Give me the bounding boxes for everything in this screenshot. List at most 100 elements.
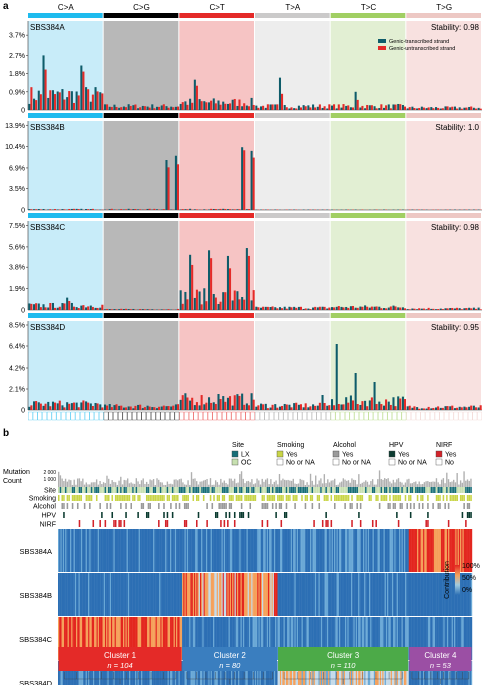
- track-cell: [74, 487, 76, 493]
- track-cell: [108, 495, 110, 501]
- bar-transcribed: [161, 105, 163, 110]
- heatmap-cell: [212, 529, 213, 572]
- mutation-count-bar: [124, 480, 125, 487]
- track-cell: [182, 495, 184, 501]
- bar-untranscribed: [220, 399, 222, 410]
- mutation-count-bar: [281, 480, 282, 487]
- bar-untranscribed: [186, 299, 188, 310]
- track-cell: [282, 487, 284, 493]
- bar-untranscribed: [92, 406, 94, 410]
- track-cell: [389, 495, 391, 501]
- track-cell: [396, 495, 398, 501]
- bar-transcribed: [345, 307, 347, 310]
- heatmap-cell: [124, 529, 125, 572]
- mutation-count-bar: [267, 478, 268, 487]
- bar-transcribed: [369, 400, 371, 410]
- mutation-count-bar: [320, 478, 321, 487]
- bar-transcribed: [274, 307, 276, 310]
- heatmap-cell: [373, 529, 374, 572]
- bar-transcribed: [374, 307, 376, 310]
- bar-untranscribed: [229, 103, 231, 110]
- bar-untranscribed: [290, 107, 292, 110]
- track-cell: [281, 503, 283, 509]
- track-cell: [294, 503, 296, 509]
- category-band: [331, 313, 406, 318]
- stability-label: Stability: 1.0: [435, 123, 479, 132]
- bar-transcribed: [132, 408, 134, 410]
- track-cell: [305, 503, 307, 509]
- heatmap-cell: [229, 573, 230, 616]
- heatmap-cell: [187, 529, 188, 572]
- track-cell: [350, 503, 352, 509]
- bar-transcribed: [326, 406, 328, 410]
- bar-transcribed: [416, 309, 418, 310]
- context-label-mark: [293, 412, 297, 420]
- track-cell: [394, 503, 396, 509]
- bar-transcribed: [128, 406, 130, 410]
- track-cell: [432, 495, 434, 501]
- mutation-count-bar: [193, 479, 194, 487]
- mutation-count-bar: [303, 480, 304, 487]
- bar-untranscribed: [238, 299, 240, 310]
- heatmap-cell: [345, 573, 346, 616]
- mutation-count-bar: [65, 479, 66, 487]
- heatmap-cell: [356, 573, 357, 616]
- bar-untranscribed: [224, 292, 226, 310]
- track-cell: [362, 487, 364, 493]
- track-cell: [267, 495, 269, 501]
- bar-transcribed: [61, 405, 63, 410]
- context-label-mark: [331, 412, 335, 420]
- category-background: [179, 21, 254, 110]
- heatmap-cell: [136, 573, 137, 616]
- heatmap-cell: [431, 529, 432, 572]
- heatmap-cell: [237, 529, 238, 572]
- bar-transcribed: [42, 304, 44, 310]
- bar-transcribed: [426, 108, 428, 110]
- bar-untranscribed: [30, 87, 32, 110]
- mutation-count-bar: [115, 482, 116, 487]
- heatmap-cell: [420, 529, 421, 572]
- mutation-count-bar: [84, 485, 85, 487]
- mutation-count-bar: [300, 479, 301, 487]
- bar-untranscribed: [111, 407, 113, 410]
- mutation-count-tick: 2 000: [43, 470, 56, 476]
- track-cell: [248, 512, 250, 518]
- bar-untranscribed: [168, 167, 170, 210]
- heatmap-cell: [72, 529, 73, 572]
- bar-untranscribed: [177, 107, 179, 110]
- mutation-count-bar: [467, 479, 468, 487]
- heatmap-cell: [125, 573, 126, 616]
- bar-transcribed: [322, 108, 324, 110]
- heatmap-cell: [92, 573, 93, 616]
- heatmap-cell: [414, 573, 415, 616]
- mutation-count-bar: [217, 482, 218, 487]
- mutation-count-bar: [405, 483, 406, 487]
- track-cell: [249, 503, 251, 509]
- category-band: [104, 213, 179, 218]
- track-cell: [225, 495, 227, 501]
- mutation-count-bar: [424, 482, 425, 487]
- heatmap-cell: [236, 573, 237, 616]
- heatmap-cell: [71, 573, 72, 616]
- heatmap-cell: [211, 573, 212, 616]
- bar-untranscribed: [168, 406, 170, 410]
- track-cell: [320, 487, 322, 493]
- heatmap-cell: [346, 573, 347, 616]
- bar-transcribed: [57, 91, 59, 110]
- heatmap-cell: [207, 529, 208, 572]
- bar-untranscribed: [111, 209, 113, 210]
- heatmap-cell: [364, 529, 365, 572]
- track-cell: [400, 495, 402, 501]
- mutation-count-bar: [294, 484, 295, 487]
- heatmap-cell: [86, 573, 87, 616]
- context-label-mark: [426, 412, 430, 420]
- heatmap-cell: [160, 529, 161, 572]
- mutation-count-bar: [72, 485, 73, 487]
- y-tick-label: 13.9%: [5, 123, 25, 130]
- bar-transcribed: [33, 304, 35, 310]
- bar-untranscribed: [182, 102, 184, 110]
- track-cell: [296, 487, 298, 493]
- bar-untranscribed: [390, 405, 392, 410]
- mutation-count-bar: [369, 485, 370, 487]
- track-cell: [106, 487, 108, 493]
